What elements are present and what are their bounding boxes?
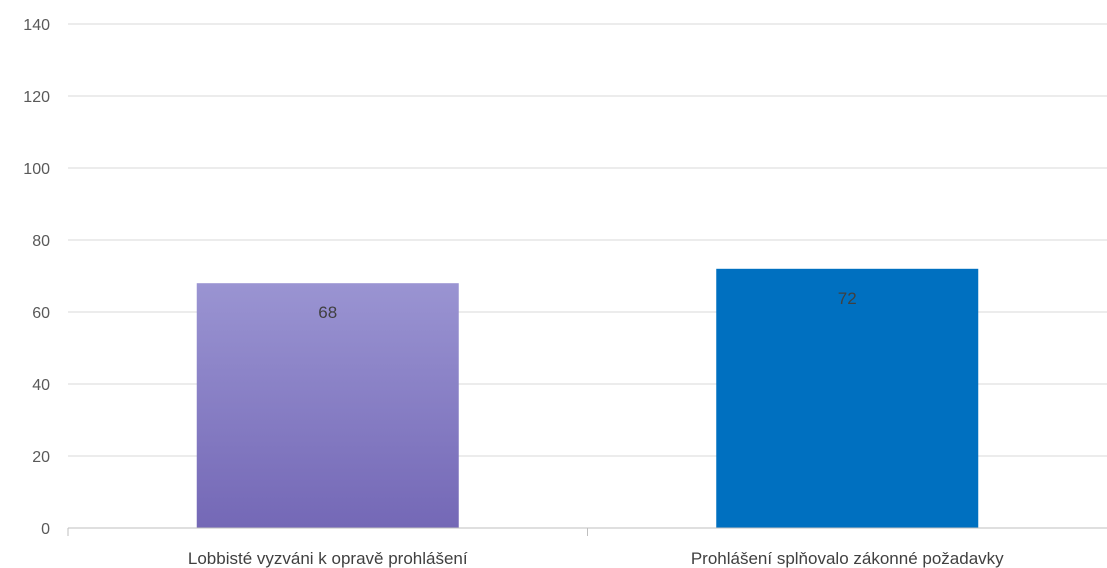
y-tick-label: 20: [32, 449, 50, 466]
data-labels: 68 72: [318, 289, 856, 322]
y-tick-label: 120: [23, 89, 50, 106]
bars: [196, 268, 979, 528]
x-axis: [67, 527, 1107, 536]
y-tick-label: 60: [32, 305, 50, 322]
y-tick-label: 0: [41, 521, 50, 538]
x-axis-category-labels: Lobbisté vyzváni k opravě prohlášení Proh…: [188, 549, 1004, 568]
bar-data-label: 72: [838, 289, 857, 308]
x-category-label: Lobbisté vyzváni k opravě prohlášení: [188, 549, 468, 568]
y-tick-label: 100: [23, 161, 50, 178]
y-axis-tick-labels: 0 20 40 60 80 100 120 140: [23, 17, 50, 538]
y-tick-label: 140: [23, 17, 50, 34]
bar: [196, 283, 459, 528]
y-tick-label: 40: [32, 377, 50, 394]
bar: [716, 268, 979, 528]
y-tick-label: 80: [32, 233, 50, 250]
x-category-label: Prohlášení splňovalo zákonné požadavky: [691, 549, 1004, 568]
bar-data-label: 68: [318, 303, 337, 322]
